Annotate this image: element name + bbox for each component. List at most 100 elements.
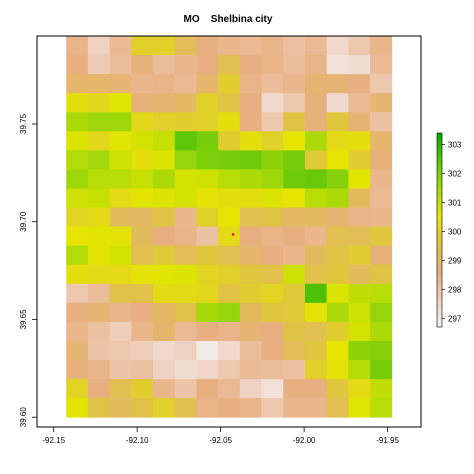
raster-cell: [348, 150, 371, 170]
raster-cell: [348, 283, 371, 304]
raster-cell: [261, 379, 284, 399]
raster-cell: [66, 398, 89, 418]
raster-cell: [326, 131, 349, 151]
raster-cell: [283, 245, 306, 266]
raster-cell: [348, 112, 371, 132]
raster-cell: [348, 302, 371, 323]
raster-cell: [131, 169, 154, 189]
raster-cell: [370, 112, 393, 132]
raster-cell: [370, 360, 393, 380]
raster-cell: [196, 74, 219, 94]
raster-cell: [153, 112, 176, 132]
raster-cell: [196, 55, 219, 75]
raster-cell: [109, 226, 132, 247]
raster-cell: [218, 245, 241, 266]
raster-cell: [348, 93, 371, 113]
raster-cell: [131, 112, 154, 132]
raster-cell: [87, 131, 111, 151]
raster-cell: [370, 321, 393, 342]
raster-cell: [196, 321, 219, 342]
raster-cell: [109, 283, 132, 304]
raster-cell: [196, 169, 219, 189]
raster-cell: [304, 188, 328, 208]
raster-cell: [239, 398, 262, 418]
x-tick-label: -92.00: [293, 436, 316, 445]
legend-tick-label: 301: [448, 198, 462, 207]
raster-cell: [109, 169, 132, 189]
raster-cell: [326, 245, 349, 266]
raster-cell: [304, 131, 328, 151]
raster-cell: [304, 379, 328, 399]
raster-cell: [109, 112, 132, 132]
raster-cell: [153, 188, 176, 208]
raster-cell: [196, 131, 219, 151]
raster-cell: [370, 283, 393, 304]
raster-cell: [153, 302, 176, 323]
legend-tick-label: 297: [448, 314, 462, 323]
raster-cell: [261, 150, 284, 170]
legend-tick-label: 303: [448, 141, 462, 150]
map-title: MO Shelbina city: [184, 14, 273, 25]
raster-cell: [261, 74, 284, 94]
raster-cell: [283, 207, 306, 228]
raster-cell: [66, 226, 89, 247]
raster-cell: [304, 36, 328, 56]
raster-cell: [326, 360, 349, 380]
y-tick-label: 39.65: [19, 309, 28, 330]
raster-cell: [109, 207, 132, 228]
raster-cell: [174, 188, 197, 208]
raster-cell: [370, 245, 393, 266]
raster-cell: [218, 188, 241, 208]
raster-cell: [304, 55, 328, 75]
raster-cell: [239, 340, 262, 361]
raster-cell: [261, 283, 284, 304]
raster-cell: [153, 340, 176, 361]
raster-cell: [370, 207, 393, 228]
raster-cell: [153, 93, 176, 113]
raster-cell: [174, 264, 197, 285]
raster-cell: [348, 131, 371, 151]
raster-cell: [283, 379, 306, 399]
raster-cell: [283, 321, 306, 342]
raster-cell: [174, 226, 197, 247]
raster-cell: [174, 379, 197, 399]
raster-cell: [218, 264, 241, 285]
raster-cell: [131, 321, 154, 342]
raster-cell: [283, 55, 306, 75]
color-legend: 297 298 299 300 301 302 303: [436, 132, 462, 328]
y-tick-label: 39.75: [19, 113, 28, 134]
raster-cell: [348, 340, 371, 361]
raster-cell: [326, 340, 349, 361]
raster-cell: [218, 302, 241, 323]
raster-cell: [87, 340, 111, 361]
raster-cell: [196, 302, 219, 323]
raster-cells: [66, 36, 393, 418]
raster-cell: [66, 245, 89, 266]
raster-cell: [174, 131, 197, 151]
raster-cell: [174, 340, 197, 361]
raster-cell: [196, 340, 219, 361]
raster-cell: [153, 264, 176, 285]
raster-cell: [153, 150, 176, 170]
raster-cell: [261, 36, 284, 56]
raster-cell: [261, 131, 284, 151]
raster-cell: [174, 169, 197, 189]
raster-cell: [66, 188, 89, 208]
x-axis: -92.15 -92.10 -92.05 -92.00 -91.95: [42, 427, 399, 445]
raster-cell: [87, 226, 111, 247]
raster-cell: [326, 93, 349, 113]
raster-cell: [174, 150, 197, 170]
raster-cell: [239, 360, 262, 380]
raster-cell: [239, 302, 262, 323]
raster-cell: [87, 55, 111, 75]
raster-cell: [370, 398, 393, 418]
raster-cell: [87, 283, 111, 304]
raster-cell: [283, 264, 306, 285]
raster-cell: [348, 360, 371, 380]
raster-cell: [304, 150, 328, 170]
raster-cell: [131, 360, 154, 380]
raster-cell: [174, 36, 197, 56]
raster-cell: [218, 74, 241, 94]
raster-cell: [326, 226, 349, 247]
y-axis: 39.60 39.65 39.70 39.75: [19, 113, 37, 427]
